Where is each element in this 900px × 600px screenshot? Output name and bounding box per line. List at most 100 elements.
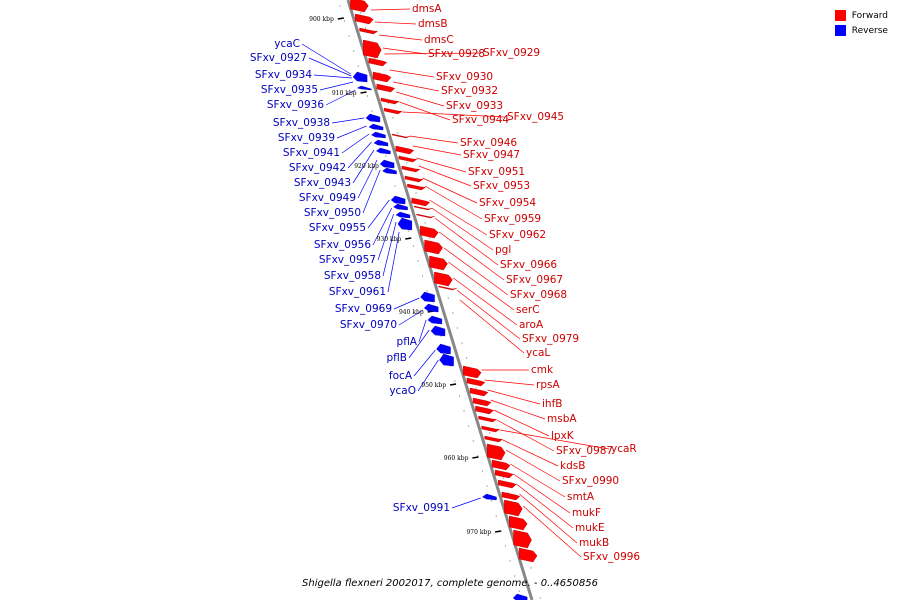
forward-leader-line (434, 217, 499, 266)
forward-gene-label: SFxv_0966 (500, 259, 557, 271)
reverse-leader-line (362, 169, 381, 214)
forward-gene-feature (513, 529, 532, 549)
reverse-gene-label: ycaC (274, 38, 300, 50)
guide-dot (415, 192, 417, 194)
forward-gene-label: mukF (572, 507, 601, 519)
reverse-leader-line (308, 57, 352, 77)
tick-mark (405, 237, 412, 240)
guide-dot (397, 132, 399, 134)
guide-dot (454, 380, 456, 382)
guide-dot (495, 515, 497, 517)
forward-gene-feature (424, 239, 443, 255)
guide-dot (343, 20, 346, 22)
reverse-gene-label: SFxv_0950 (304, 207, 361, 219)
reverse-gene-feature (356, 85, 372, 91)
reverse-leader-line (393, 297, 420, 310)
guide-dot (424, 222, 426, 224)
forward-gene-feature (491, 459, 511, 471)
legend-forward: Forward (834, 8, 888, 23)
tick-label: 950 kbp (421, 382, 446, 389)
guide-dot (509, 560, 511, 562)
forward-leader-line (443, 247, 509, 296)
forward-leader-line (456, 289, 521, 340)
guide-dot (452, 312, 454, 314)
reverse-gene-feature (397, 217, 413, 231)
reverse-gene-feature (427, 315, 443, 325)
forward-leader-line (448, 261, 515, 311)
reverse-gene-feature (436, 343, 451, 355)
forward-gene-label: SFxv_0944 (452, 114, 509, 126)
tick-layer: 900 kbp 910 kbp 920 kbp 930 kbp 940 kbp 950 k… (309, 16, 502, 536)
guide-dot (518, 590, 520, 592)
guide-dot (475, 387, 477, 389)
forward-leader-line (516, 483, 574, 529)
forward-gene-label: serC (516, 304, 540, 316)
forward-gene-label: SFxv_0946 (460, 137, 517, 149)
forward-gene-label: SFxv_0951 (468, 166, 525, 178)
forward-gene-label: SFxv_0967 (506, 274, 563, 286)
guide-dot (458, 395, 461, 397)
forward-gene-label: pgl (495, 244, 511, 256)
forward-gene-feature (411, 197, 431, 207)
forward-gene-feature (472, 397, 492, 407)
genome-backbone (346, 0, 534, 600)
tick-label: 900 kbp (309, 16, 334, 23)
forward-gene-feature (383, 107, 403, 115)
guide-dot (491, 500, 493, 502)
reverse-gene-feature (395, 211, 411, 219)
forward-leader-line (402, 111, 506, 118)
genome-caption-text: Shigella flexneri 2002017, complete geno… (302, 578, 598, 589)
reverse-gene-label: pflA (397, 336, 418, 348)
forward-gene-label: dmsC (424, 34, 454, 46)
reverse-gene-feature (376, 147, 391, 155)
reverse-leader-line (387, 231, 400, 293)
guide-dot (408, 230, 410, 232)
reverse-gene-feature (382, 167, 397, 175)
forward-gene-feature (475, 405, 494, 415)
forward-leader-line (389, 69, 435, 78)
forward-gene-label: SFxv_0987 (556, 445, 613, 457)
reverse-gene-label: SFxv_0936 (267, 99, 324, 111)
forward-gene-feature (391, 133, 411, 139)
forward-gene-label: SFxv_0930 (436, 71, 493, 83)
reverse-gene-label: focA (389, 370, 413, 382)
forward-leader-line (384, 52, 482, 55)
reverse-leader-line (352, 149, 375, 184)
reverse-leader-line (336, 125, 367, 139)
forward-gene-feature (416, 213, 435, 219)
guide-dot (366, 95, 369, 97)
forward-leader-line (490, 399, 546, 420)
forward-leader-line (416, 157, 467, 173)
forward-gene-feature (466, 377, 486, 387)
reverse-leader-line (408, 329, 430, 359)
forward-swatch (834, 10, 846, 21)
forward-gene-label: SFxv_0990 (562, 475, 619, 487)
guide-dot (412, 245, 415, 247)
forward-leader-line (418, 165, 472, 187)
reverse-gene-label: SFxv_0956 (314, 239, 371, 251)
guide-dot (535, 582, 537, 584)
forward-gene-label: ycaL (526, 347, 550, 359)
legend-reverse: Reverse (834, 23, 888, 38)
guide-dot (385, 155, 387, 157)
reverse-gene-label: SFxv_0938 (273, 117, 330, 129)
forward-gene-feature (350, 0, 369, 13)
reverse-gene-label: SFxv_0939 (278, 132, 335, 144)
forward-leader-line (522, 505, 582, 558)
tick-label: 970 kbp (466, 529, 491, 536)
forward-leader-line (429, 199, 488, 236)
reverse-gene-label: SFxv_0969 (335, 303, 392, 315)
guide-dot (353, 50, 355, 52)
reverse-leader-line (377, 213, 394, 261)
reverse-gene-label: SFxv_0955 (309, 222, 366, 234)
forward-gene-feature (494, 469, 514, 479)
forward-gene-label: dmsB (418, 18, 448, 30)
guide-dot (394, 185, 396, 187)
forward-leader-line (453, 277, 518, 326)
guide-dot (406, 162, 408, 164)
forward-gene-label: SFxv_0996 (583, 551, 640, 563)
forward-gene-feature (372, 71, 392, 83)
forward-gene-feature (401, 165, 421, 173)
reverse-leader-line (319, 81, 354, 91)
